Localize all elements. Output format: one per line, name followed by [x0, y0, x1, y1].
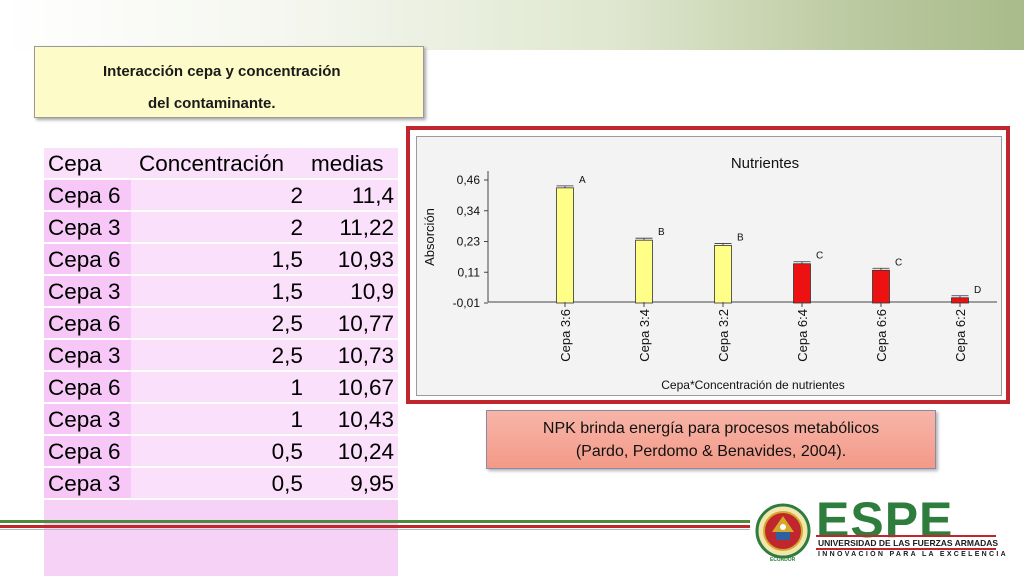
- cell-concentracion: 2,5: [130, 307, 307, 340]
- cell-concentracion: 2: [130, 211, 307, 244]
- table-row: Cepa 6 2 11,4: [44, 179, 398, 212]
- note-line-2: (Pardo, Perdomo & Benavides, 2004).: [575, 443, 847, 460]
- y-tick-label: 0,34: [457, 204, 481, 218]
- cell-concentracion: 0,5: [130, 467, 307, 500]
- cell-media: 10,24: [306, 435, 398, 468]
- table-row: Cepa 3 1 10,43: [44, 403, 398, 436]
- table-row: Cepa 3 0,5 9,95: [44, 467, 398, 500]
- cell-concentracion: 2,5: [130, 339, 307, 372]
- bar: [635, 239, 653, 304]
- significance-letter: C: [895, 257, 902, 268]
- chart-x-axis-label: Cepa*Concentración de nutrientes: [661, 378, 844, 392]
- npk-note: NPK brinda energía para procesos metaból…: [486, 410, 936, 469]
- significance-letter: D: [974, 285, 981, 296]
- table-row: Cepa 3 2,5 10,73: [44, 339, 398, 372]
- seal-caption: ECUADOR: [770, 557, 796, 563]
- x-tick-label: Cepa 3:6: [558, 309, 573, 362]
- title-box: Interacción cepa y concentración del con…: [34, 46, 424, 118]
- chart-y-axis-label: Absorción: [422, 208, 437, 266]
- chart-area: Nutrientes Absorción Cepa*Concentración …: [416, 136, 1002, 396]
- cell-media: 11,4: [306, 179, 398, 212]
- y-tick-label: 0,23: [457, 235, 481, 249]
- bar: [793, 263, 811, 304]
- cell-cepa: Cepa 3: [44, 403, 131, 436]
- footer-stripe-thin: [0, 529, 750, 530]
- x-tick-label: Cepa 6:4: [795, 309, 810, 362]
- table-row: Cepa 6 2,5 10,77: [44, 307, 398, 340]
- cell-concentracion: 1: [130, 403, 307, 436]
- nutrientes-bar-chart: Nutrientes Absorción Cepa*Concentración …: [422, 155, 997, 392]
- cell-concentracion: 2: [130, 179, 307, 212]
- header-cepa: Cepa: [44, 148, 131, 180]
- x-tick-label: Cepa 6:6: [874, 309, 889, 362]
- cell-media: 10,43: [306, 403, 398, 436]
- bar: [556, 187, 574, 304]
- cell-cepa: Cepa 3: [44, 467, 131, 500]
- cell-media: 10,67: [306, 371, 398, 404]
- bar: [714, 245, 732, 304]
- bar: [872, 269, 890, 304]
- x-tick-label: Cepa 3:2: [716, 309, 731, 362]
- x-tick-label: Cepa 6:2: [953, 309, 968, 362]
- y-tick-label: 0,46: [457, 173, 481, 187]
- cell-cepa: Cepa 3: [44, 275, 131, 308]
- university-seal-icon: [755, 503, 811, 559]
- means-table: Cepa Concentración medias Cepa 6 2 11,4 Ce…: [44, 148, 398, 500]
- cell-cepa: Cepa 3: [44, 339, 131, 372]
- footer-stripe-green: [0, 520, 750, 523]
- table-row: Cepa 6 0,5 10,24: [44, 435, 398, 468]
- espe-logo: ECUADOR ESPE UNIVERSIDAD DE LAS FUERZAS …: [750, 492, 1024, 576]
- chart-title: Nutrientes: [731, 155, 799, 172]
- cell-cepa: Cepa 6: [44, 243, 131, 276]
- significance-letter: C: [816, 251, 823, 262]
- y-tick-label: -0,01: [453, 296, 481, 310]
- cell-cepa: Cepa 6: [44, 371, 131, 404]
- cell-concentracion: 1,5: [130, 275, 307, 308]
- logo-subtitle: UNIVERSIDAD DE LAS FUERZAS ARMADAS: [818, 538, 999, 548]
- table-header-row: Cepa Concentración medias: [44, 148, 398, 180]
- cell-media: 10,93: [306, 243, 398, 276]
- cell-cepa: Cepa 3: [44, 211, 131, 244]
- cell-media: 11,22: [306, 211, 398, 244]
- significance-letter: A: [579, 175, 586, 186]
- header-concentracion: Concentración: [130, 148, 307, 180]
- table-row: Cepa 3 2 11,22: [44, 211, 398, 244]
- cell-concentracion: 0,5: [130, 435, 307, 468]
- means-table-panel: Cepa Concentración medias Cepa 6 2 11,4 Ce…: [44, 148, 398, 576]
- logo-motto: INNOVACIÓN PARA LA EXCELENCIA: [818, 551, 1008, 558]
- cell-concentracion: 1,5: [130, 243, 307, 276]
- footer-stripe-red: [0, 525, 750, 528]
- title-line-2: del contaminante.: [148, 95, 276, 112]
- y-tick-label: 0,11: [458, 265, 481, 279]
- cell-media: 10,77: [306, 307, 398, 340]
- title-line-1: Interacción cepa y concentración: [103, 63, 341, 80]
- cell-cepa: Cepa 6: [44, 307, 131, 340]
- logo-rule-top: [816, 535, 996, 537]
- note-line-1: NPK brinda energía para procesos metaból…: [542, 420, 880, 437]
- table-row: Cepa 6 1,5 10,93: [44, 243, 398, 276]
- cell-cepa: Cepa 6: [44, 179, 131, 212]
- cell-media: 9,95: [306, 467, 398, 500]
- logo-rule-bottom: [816, 548, 996, 550]
- significance-letter: B: [737, 232, 744, 243]
- significance-letter: B: [658, 227, 665, 238]
- cell-concentracion: 1: [130, 371, 307, 404]
- espe-wordmark: ESPE: [816, 492, 954, 548]
- x-tick-label: Cepa 3:4: [637, 309, 652, 362]
- table-row: Cepa 3 1,5 10,9: [44, 275, 398, 308]
- cell-media: 10,9: [306, 275, 398, 308]
- cell-cepa: Cepa 6: [44, 435, 131, 468]
- chart-frame: Nutrientes Absorción Cepa*Concentración …: [406, 126, 1010, 404]
- cell-media: 10,73: [306, 339, 398, 372]
- header-band: [0, 0, 1024, 50]
- table-row: Cepa 6 1 10,67: [44, 371, 398, 404]
- header-medias: medias: [306, 148, 398, 180]
